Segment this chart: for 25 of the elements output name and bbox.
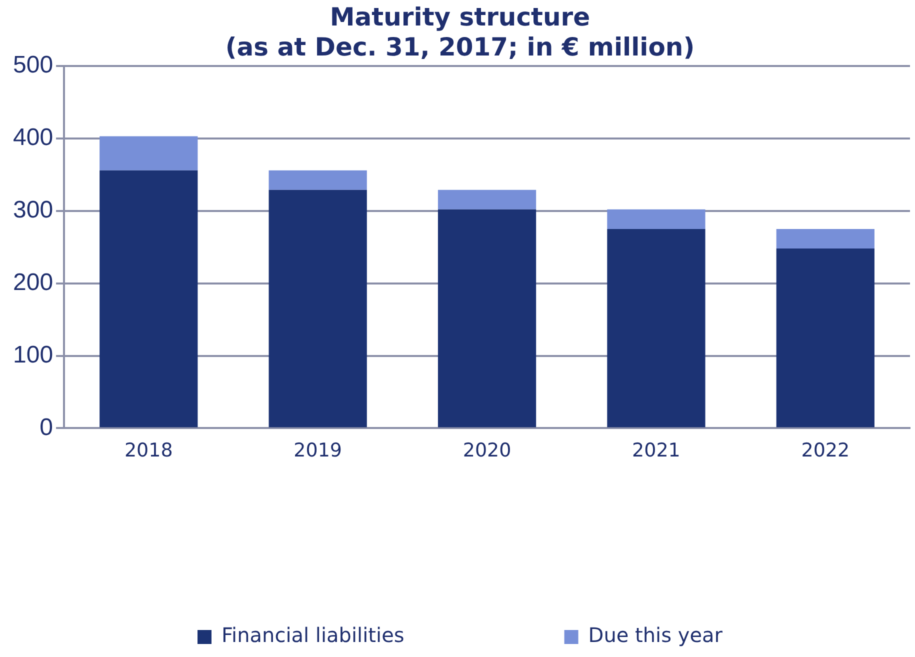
x-tick-label: 2021 [632,440,680,462]
y-tick-label: 200 [12,268,54,296]
y-tick-label: 100 [12,341,54,368]
y-tick-label: 400 [12,124,54,152]
legend-label: Due this year [588,623,724,648]
x-tick-label: 2022 [801,440,850,462]
bar [776,248,874,428]
x-tick-label: 2020 [462,440,512,462]
y-tick-label: 0 [40,414,54,441]
y-tick-label: 300 [12,196,54,224]
text: Maturity structure [330,2,590,32]
bar [268,190,367,428]
bar [438,209,536,428]
bar [776,228,874,249]
y-tick-label: 500 [12,52,54,79]
bar [607,209,706,229]
bar [607,228,706,428]
text: (as at Dec. 31, 2017; in € million) [225,32,695,62]
bar [438,190,536,210]
x-tick-label: 2019 [294,440,342,462]
bar [100,170,198,428]
bar [100,136,198,170]
bar [268,170,367,190]
legend-label: Financial liabilities [222,623,404,648]
x-tick-label: 2018 [124,440,173,462]
